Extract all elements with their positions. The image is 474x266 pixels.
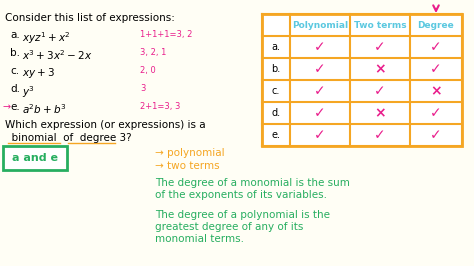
- Text: ✓: ✓: [374, 40, 386, 54]
- Text: $xy + 3$: $xy + 3$: [22, 66, 55, 80]
- Text: c.: c.: [272, 86, 280, 96]
- Text: greatest degree of any of its: greatest degree of any of its: [155, 222, 303, 232]
- Text: monomial terms.: monomial terms.: [155, 234, 244, 244]
- Text: a.: a.: [10, 30, 20, 40]
- Text: a and e: a and e: [12, 153, 58, 163]
- Text: ✓: ✓: [430, 62, 442, 76]
- Text: $y^3$: $y^3$: [22, 84, 35, 100]
- Text: ✓: ✓: [374, 84, 386, 98]
- Text: Polynomial: Polynomial: [292, 20, 348, 30]
- Text: b.: b.: [272, 64, 281, 74]
- Text: ✓: ✓: [314, 40, 326, 54]
- Text: ✓: ✓: [430, 40, 442, 54]
- FancyBboxPatch shape: [262, 14, 462, 146]
- Text: d.: d.: [10, 84, 20, 94]
- Text: The degree of a monomial is the sum: The degree of a monomial is the sum: [155, 178, 350, 188]
- Text: 1+1+1=3, 2: 1+1+1=3, 2: [140, 30, 192, 39]
- Text: binomial  of  degree 3?: binomial of degree 3?: [5, 133, 132, 143]
- Text: $xyz^1 + x^2$: $xyz^1 + x^2$: [22, 30, 71, 46]
- Text: 3: 3: [140, 84, 146, 93]
- Text: $x^3 + 3x^2 - 2x$: $x^3 + 3x^2 - 2x$: [22, 48, 92, 62]
- Text: $a^2b + b^3$: $a^2b + b^3$: [22, 102, 66, 116]
- Text: → two terms: → two terms: [155, 161, 219, 171]
- Text: ×: ×: [430, 84, 442, 98]
- Text: ✓: ✓: [314, 84, 326, 98]
- Text: ✓: ✓: [314, 62, 326, 76]
- Text: 3, 2, 1: 3, 2, 1: [140, 48, 166, 57]
- Text: a.: a.: [272, 42, 281, 52]
- Text: Which expression (or expressions) is a: Which expression (or expressions) is a: [5, 120, 206, 130]
- Text: 2+1=3, 3: 2+1=3, 3: [140, 102, 181, 111]
- Text: Degree: Degree: [418, 20, 455, 30]
- Text: e.: e.: [10, 102, 20, 112]
- Text: ✓: ✓: [374, 128, 386, 142]
- Text: ✓: ✓: [314, 106, 326, 120]
- Text: d.: d.: [272, 108, 281, 118]
- Text: ✓: ✓: [430, 128, 442, 142]
- Text: ✓: ✓: [314, 128, 326, 142]
- Text: → polynomial: → polynomial: [155, 148, 225, 158]
- Text: ×: ×: [374, 106, 386, 120]
- Text: ✓: ✓: [430, 106, 442, 120]
- Text: c.: c.: [10, 66, 19, 76]
- Text: b.: b.: [10, 48, 20, 58]
- Text: Two terms: Two terms: [354, 20, 406, 30]
- Text: ×: ×: [374, 62, 386, 76]
- Text: Consider this list of expressions:: Consider this list of expressions:: [5, 13, 175, 23]
- Text: 2, 0: 2, 0: [140, 66, 156, 75]
- Text: The degree of a polynomial is the: The degree of a polynomial is the: [155, 210, 330, 220]
- Text: →: →: [2, 102, 10, 112]
- FancyBboxPatch shape: [3, 146, 67, 170]
- Text: of the exponents of its variables.: of the exponents of its variables.: [155, 190, 327, 200]
- Text: e.: e.: [272, 130, 281, 140]
